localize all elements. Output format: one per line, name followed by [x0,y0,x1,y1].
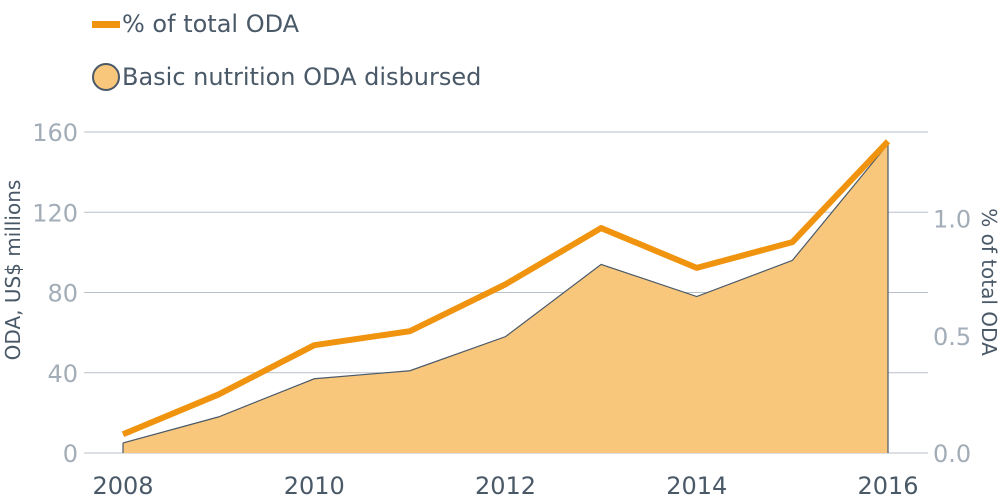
y-left-tick-40: 40 [47,360,78,388]
y-right-tick-1.0: 1.0 [933,206,971,234]
y-left-tick-160: 160 [32,119,78,147]
line-percent-total-oda [121,139,891,438]
y-left-tick-80: 80 [47,280,78,308]
y-left-tick-0: 0 [63,440,78,468]
area-top-edge [122,143,889,444]
y-axis-right: 0.0 0.5 1.0 [933,206,971,468]
x-tick-2008: 2008 [92,472,153,500]
legend-line-swatch [92,20,120,28]
legend-area-swatch [92,63,120,91]
x-tick-2014: 2014 [666,472,727,500]
y-axis-left: 0 40 80 120 160 [32,119,78,468]
legend-area-label: Basic nutrition ODA disbursed [122,63,482,91]
x-axis: 2008 2010 2012 2014 2016 [92,472,918,500]
legend-item-line: % of total ODA [92,10,299,38]
y-axis-left-label: ODA, US$ millions [1,180,25,361]
area-nutrition-oda [123,144,888,453]
x-tick-2016: 2016 [857,472,918,500]
x-tick-2010: 2010 [284,472,345,500]
y-right-tick-0.5: 0.5 [933,323,971,351]
legend-line-label: % of total ODA [122,10,300,38]
y-right-tick-0.0: 0.0 [933,440,971,468]
y-axis-right-label: % of total ODA [977,208,1000,356]
x-tick-2012: 2012 [475,472,536,500]
legend-item-area: Basic nutrition ODA disbursed [92,63,481,91]
y-left-tick-120: 120 [32,199,78,227]
